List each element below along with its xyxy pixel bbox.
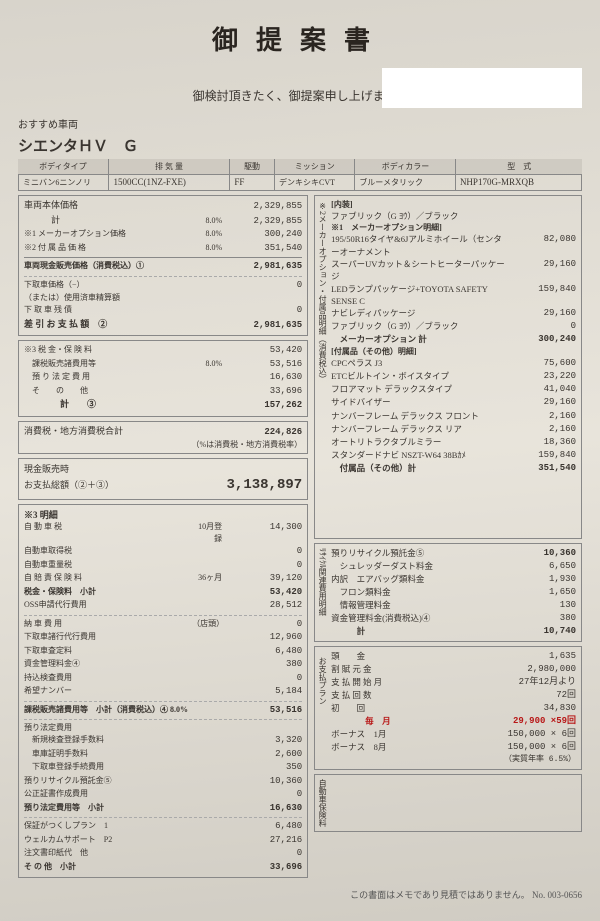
- spec-value-row: ミニバン6ニンノリ 1500CC(1NZ-FXE) FF デンキシキCVT ブル…: [18, 174, 582, 191]
- meisai3-box: ※3 明細 自 動 車 税10月登録14,300 自動車取得税0 自動車重量税0…: [18, 504, 308, 878]
- vehicle-name: シエンタＨＶ Ｇ: [18, 135, 582, 156]
- price-box: 車両本体価格2,329,855 計8.0%2,329,855 ※1 メーカーオプ…: [18, 195, 308, 336]
- hoken-box: 自動車保険料: [314, 774, 582, 832]
- tax-box: ※3 税 金・保 険 料53,420 課税販売諸費用等8.0%53,516 預 …: [18, 340, 308, 417]
- page-title: 御提案書: [18, 20, 582, 57]
- shouhizei-box: 消費税・地方消費税合計224,826 （%は消費税・地方消費税率）: [18, 421, 308, 455]
- grand-total-box: 現金販売時 お支払総額（②＋③）3,138,897: [18, 458, 308, 500]
- footer-note: この書面はメモであり見積ではありません。 No. 003-0656: [18, 888, 582, 901]
- plan-box: お支払プラン 頭 金1,635 割 賦 元 金2,980,000 支 払 開 始…: [314, 646, 582, 770]
- option-box: ※2メーカーオプション・付属品明細（消費税込） [内装] ファブリック（G ﾖｳ…: [314, 195, 582, 539]
- recycle-box: ﾘｻｲｸﾙ関連費用明細 預りリサイクル預託金⑤10,360 シュレッダーダスト料…: [314, 543, 582, 642]
- recommend-label: おすすめ車両: [18, 116, 582, 131]
- spec-header-row: ボディタイプ 排 気 量 駆動 ミッション ボディカラー 型 式: [18, 159, 582, 174]
